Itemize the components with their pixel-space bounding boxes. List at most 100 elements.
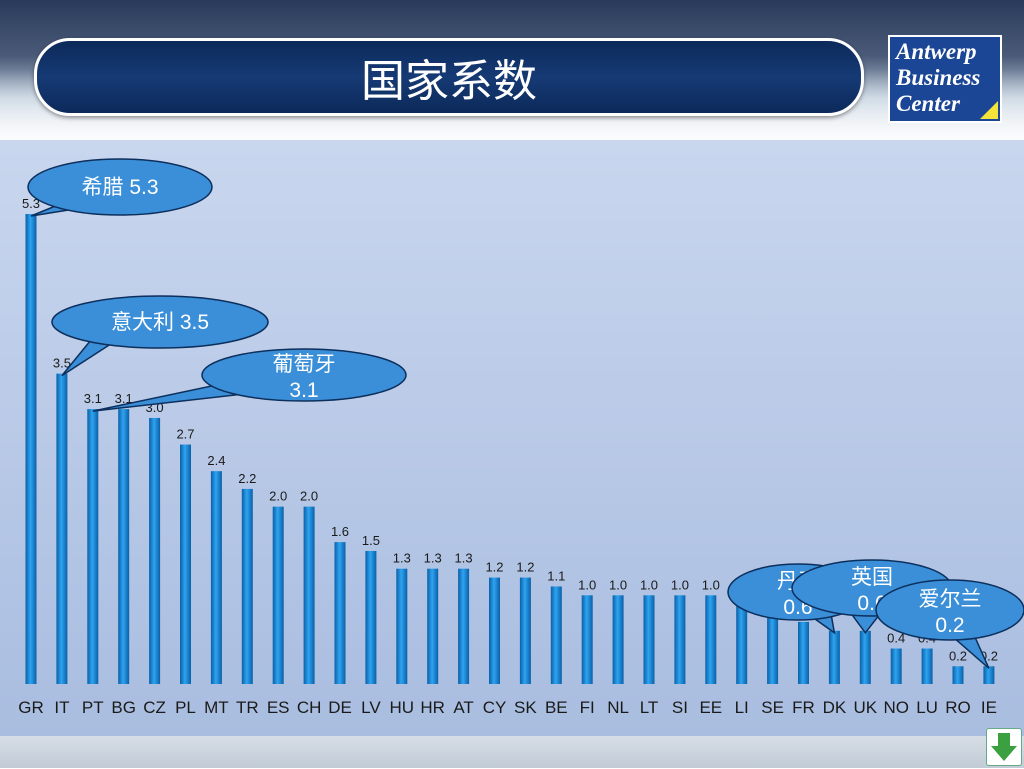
value-label-si: 1.0: [671, 577, 689, 592]
bar-no: [890, 648, 902, 684]
bar-es: [272, 506, 284, 684]
x-tick-si: SI: [672, 698, 688, 717]
logo-line-3: Center: [896, 91, 960, 116]
bar-ee: [705, 595, 717, 684]
bar-lv: [365, 550, 377, 684]
x-tick-ch: CH: [297, 698, 322, 717]
value-label-hu: 1.3: [393, 551, 411, 566]
bar-ch: [303, 506, 315, 684]
x-tick-at: AT: [453, 698, 473, 717]
callout-label-line: 英国: [851, 566, 893, 589]
x-tick-de: DE: [328, 698, 352, 717]
bar-gr: [25, 214, 37, 684]
value-label-cy: 1.2: [485, 560, 503, 575]
callout-pt: 葡萄牙 3.1: [92, 348, 407, 412]
x-tick-ro: RO: [945, 698, 971, 717]
x-tick-cy: CY: [483, 698, 507, 717]
bar-lu: [921, 648, 933, 684]
next-slide-button[interactable]: [986, 728, 1022, 766]
callout-ie: 爱尔兰 0.2: [875, 579, 1024, 669]
bar-hr: [427, 568, 439, 684]
value-label-tr: 2.2: [238, 471, 256, 486]
x-tick-ee: EE: [699, 698, 722, 717]
bar-li: [736, 604, 748, 684]
bar-cy: [489, 577, 500, 684]
x-tick-se: SE: [761, 698, 784, 717]
value-label-lt: 1.0: [640, 577, 658, 592]
value-label-ch: 2.0: [300, 489, 318, 504]
bar-de: [334, 542, 346, 684]
down-arrow-icon: [991, 733, 1017, 761]
value-label-mt: 2.4: [207, 453, 225, 468]
value-label-de: 1.6: [331, 524, 349, 539]
logo-triangle: [980, 101, 998, 119]
x-tick-li: LI: [735, 698, 749, 717]
bar-pl: [180, 444, 191, 684]
bar-bg: [118, 409, 130, 684]
bar-mt: [210, 471, 222, 684]
bar-fi: [581, 595, 593, 684]
callout-it: 意大利 3.5: [51, 295, 269, 377]
antwerp-business-center-logo: Antwerp Business Center: [888, 35, 1002, 123]
callout-label: 希腊 5.3: [81, 176, 158, 199]
value-label-es: 2.0: [269, 489, 287, 504]
value-label-lv: 1.5: [362, 533, 380, 548]
bar-uk: [859, 630, 871, 684]
logo-line-2: Business: [896, 65, 981, 90]
x-tick-lu: LU: [916, 698, 938, 717]
x-tick-mt: MT: [204, 698, 229, 717]
x-tick-cz: CZ: [143, 698, 166, 717]
bar-hu: [396, 568, 408, 684]
value-label-pt: 3.1: [84, 391, 102, 406]
x-tick-sk: SK: [514, 698, 537, 717]
bar-be: [550, 586, 562, 684]
bar-cz: [149, 417, 161, 684]
value-label-bg: 3.1: [115, 391, 133, 406]
value-label-ee: 1.0: [702, 577, 720, 592]
chart-background: [0, 140, 1024, 736]
bar-ie: [983, 666, 995, 684]
bar-nl: [612, 595, 624, 684]
x-tick-pl: PL: [175, 698, 196, 717]
value-label-pl: 2.7: [176, 427, 194, 442]
bar-sk: [519, 577, 531, 684]
value-label-no: 0.4: [887, 631, 905, 646]
title-banner: 国家系数: [34, 38, 864, 116]
bar-tr: [241, 488, 253, 684]
x-tick-hu: HU: [390, 698, 415, 717]
bar-it: [56, 373, 68, 684]
bar-se: [767, 613, 779, 684]
x-tick-fi: FI: [580, 698, 595, 717]
value-label-be: 1.1: [547, 568, 565, 583]
value-label-gr: 5.3: [22, 196, 40, 211]
value-label-ro: 0.2: [949, 648, 967, 663]
x-tick-fr: FR: [792, 698, 815, 717]
x-tick-lv: LV: [361, 698, 381, 717]
x-tick-pt: PT: [82, 698, 104, 717]
x-tick-bg: BG: [111, 698, 136, 717]
x-tick-it: IT: [54, 698, 69, 717]
value-label-sk: 1.2: [516, 560, 534, 575]
x-tick-be: BE: [545, 698, 568, 717]
bar-si: [674, 595, 686, 684]
value-label-fi: 1.0: [578, 577, 596, 592]
value-label-at: 1.3: [455, 551, 473, 566]
logo-line-1: Antwerp: [896, 39, 977, 64]
x-tick-hr: HR: [420, 698, 445, 717]
callout-label-line: 爱尔兰: [919, 588, 982, 611]
x-tick-no: NO: [883, 698, 909, 717]
callout-label-line: 3.1: [289, 379, 318, 402]
callout-gr: 希腊 5.3: [27, 158, 213, 217]
value-label-hr: 1.3: [424, 551, 442, 566]
bar-dk: [828, 630, 840, 684]
callout-label-line: 葡萄牙: [273, 353, 336, 376]
x-tick-ie: IE: [981, 698, 997, 717]
bar-at: [458, 568, 470, 684]
x-tick-gr: GR: [18, 698, 44, 717]
slide-title: 国家系数: [361, 56, 537, 107]
bar-fr: [798, 621, 809, 684]
bar-pt: [87, 409, 99, 684]
x-tick-tr: TR: [236, 698, 259, 717]
callout-label-line: 0.2: [935, 614, 964, 637]
